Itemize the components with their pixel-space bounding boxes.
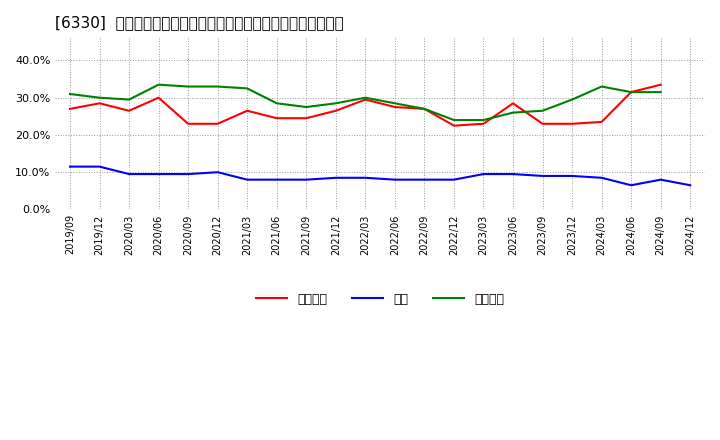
売上債権 [568, 121, 577, 126]
買入債務 [331, 101, 340, 106]
在庫 [539, 173, 547, 179]
在庫 [95, 164, 104, 169]
売上債権 [184, 121, 192, 126]
Line: 買入債務: 買入債務 [70, 84, 661, 120]
売上債権 [361, 97, 369, 102]
買入債務 [272, 101, 281, 106]
買入債務 [95, 95, 104, 100]
買入債務 [184, 84, 192, 89]
在庫 [272, 177, 281, 182]
買入債務 [243, 86, 251, 91]
在庫 [686, 183, 695, 188]
在庫 [243, 177, 251, 182]
買入債務 [568, 97, 577, 102]
在庫 [509, 172, 518, 177]
在庫 [657, 177, 665, 182]
売上債権 [243, 108, 251, 114]
在庫 [213, 169, 222, 175]
在庫 [331, 175, 340, 180]
在庫 [125, 172, 133, 177]
買入債務 [627, 89, 636, 95]
在庫 [568, 173, 577, 179]
売上債権 [390, 104, 399, 110]
売上債権 [539, 121, 547, 126]
売上債権 [272, 116, 281, 121]
在庫 [302, 177, 310, 182]
売上債権 [95, 101, 104, 106]
Line: 売上債権: 売上債権 [70, 84, 661, 126]
在庫 [154, 172, 163, 177]
売上債権 [509, 101, 518, 106]
在庫 [66, 164, 74, 169]
買入債務 [539, 108, 547, 114]
買入債務 [361, 95, 369, 100]
売上債権 [657, 82, 665, 87]
売上債権 [125, 108, 133, 114]
買入債務 [449, 117, 458, 123]
Text: [6330]  売上債権、在庫、買入債務の総資産に対する比率の推移: [6330] 売上債権、在庫、買入債務の総資産に対する比率の推移 [55, 15, 344, 30]
買入債務 [480, 117, 488, 123]
Legend: 売上債権, 在庫, 買入債務: 売上債権, 在庫, 買入債務 [251, 288, 510, 311]
在庫 [449, 177, 458, 182]
買入債務 [598, 84, 606, 89]
在庫 [361, 175, 369, 180]
売上債権 [449, 123, 458, 128]
Line: 在庫: 在庫 [70, 167, 690, 185]
買入債務 [213, 84, 222, 89]
買入債務 [657, 89, 665, 95]
売上債権 [66, 106, 74, 111]
売上債権 [480, 121, 488, 126]
買入債務 [390, 101, 399, 106]
在庫 [390, 177, 399, 182]
買入債務 [66, 92, 74, 97]
買入債務 [302, 104, 310, 110]
買入債務 [154, 82, 163, 87]
在庫 [184, 172, 192, 177]
在庫 [627, 183, 636, 188]
在庫 [598, 175, 606, 180]
在庫 [420, 177, 428, 182]
売上債権 [331, 108, 340, 114]
売上債権 [213, 121, 222, 126]
売上債権 [302, 116, 310, 121]
売上債権 [627, 89, 636, 95]
売上債権 [598, 119, 606, 125]
売上債権 [154, 95, 163, 100]
売上債権 [420, 106, 428, 111]
在庫 [480, 172, 488, 177]
買入債務 [420, 106, 428, 111]
買入債務 [509, 110, 518, 115]
買入債務 [125, 97, 133, 102]
